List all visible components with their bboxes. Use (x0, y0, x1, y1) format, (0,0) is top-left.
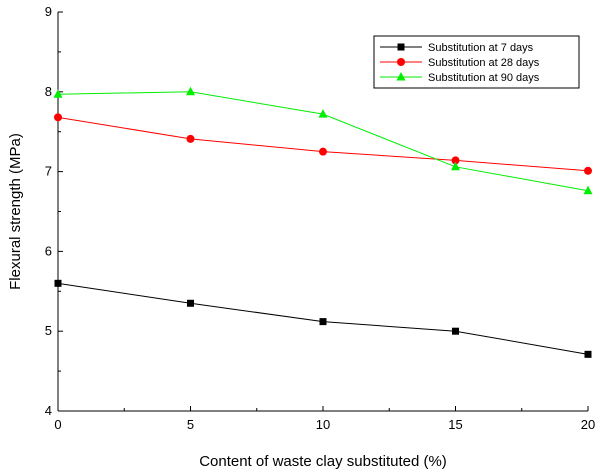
legend-label: Substitution at 90 days (428, 72, 540, 84)
x-tick-label: 20 (581, 417, 595, 432)
legend-label: Substitution at 28 days (428, 57, 540, 69)
data-point (186, 134, 195, 143)
data-point (452, 327, 459, 335)
data-point (584, 166, 592, 175)
x-tick-label: 15 (448, 417, 462, 432)
data-point (54, 113, 62, 122)
legend-marker (396, 72, 406, 81)
x-tick-label: 5 (187, 417, 194, 432)
y-axis-label: Flexural strength (MPa) (7, 133, 24, 290)
legend-item: Substitution at 90 days (380, 72, 540, 84)
legend-marker (397, 58, 405, 66)
y-tick-label: 8 (45, 84, 52, 99)
x-tick-label: 10 (316, 417, 330, 432)
data-point (318, 109, 328, 118)
data-point (451, 161, 460, 171)
data-point (584, 350, 592, 358)
data-point (54, 279, 62, 287)
series-1 (54, 279, 592, 358)
data-point (451, 156, 460, 165)
legend-item: Substitution at 7 days (380, 42, 534, 54)
data-point (583, 185, 593, 195)
data-point (53, 89, 63, 98)
data-point (187, 299, 194, 307)
series-2 (54, 113, 592, 175)
x-axis-label: Content of waste clay substituted (%) (199, 453, 447, 470)
legend-item: Substitution at 28 days (380, 57, 540, 69)
y-tick-label: 9 (45, 4, 52, 19)
data-point (319, 318, 327, 326)
x-tick-label: 0 (54, 417, 61, 432)
series-line (57, 116, 589, 172)
y-tick-label: 4 (45, 403, 52, 418)
series-3 (53, 86, 593, 195)
y-tick-label: 6 (45, 243, 52, 258)
y-tick-label: 5 (45, 323, 52, 338)
y-tick-label: 7 (45, 164, 52, 179)
legend-marker (397, 43, 405, 51)
axes: 0 5 10 15 20 4 5 6 7 8 9 (45, 4, 595, 432)
data-point (186, 86, 195, 96)
series-line (57, 91, 589, 192)
legend-box (373, 35, 580, 89)
series-layer (53, 86, 593, 358)
data-point (319, 147, 327, 156)
legend: Substitution at 7 days Substitution at 28… (373, 35, 580, 89)
legend-label: Substitution at 7 days (428, 42, 534, 54)
